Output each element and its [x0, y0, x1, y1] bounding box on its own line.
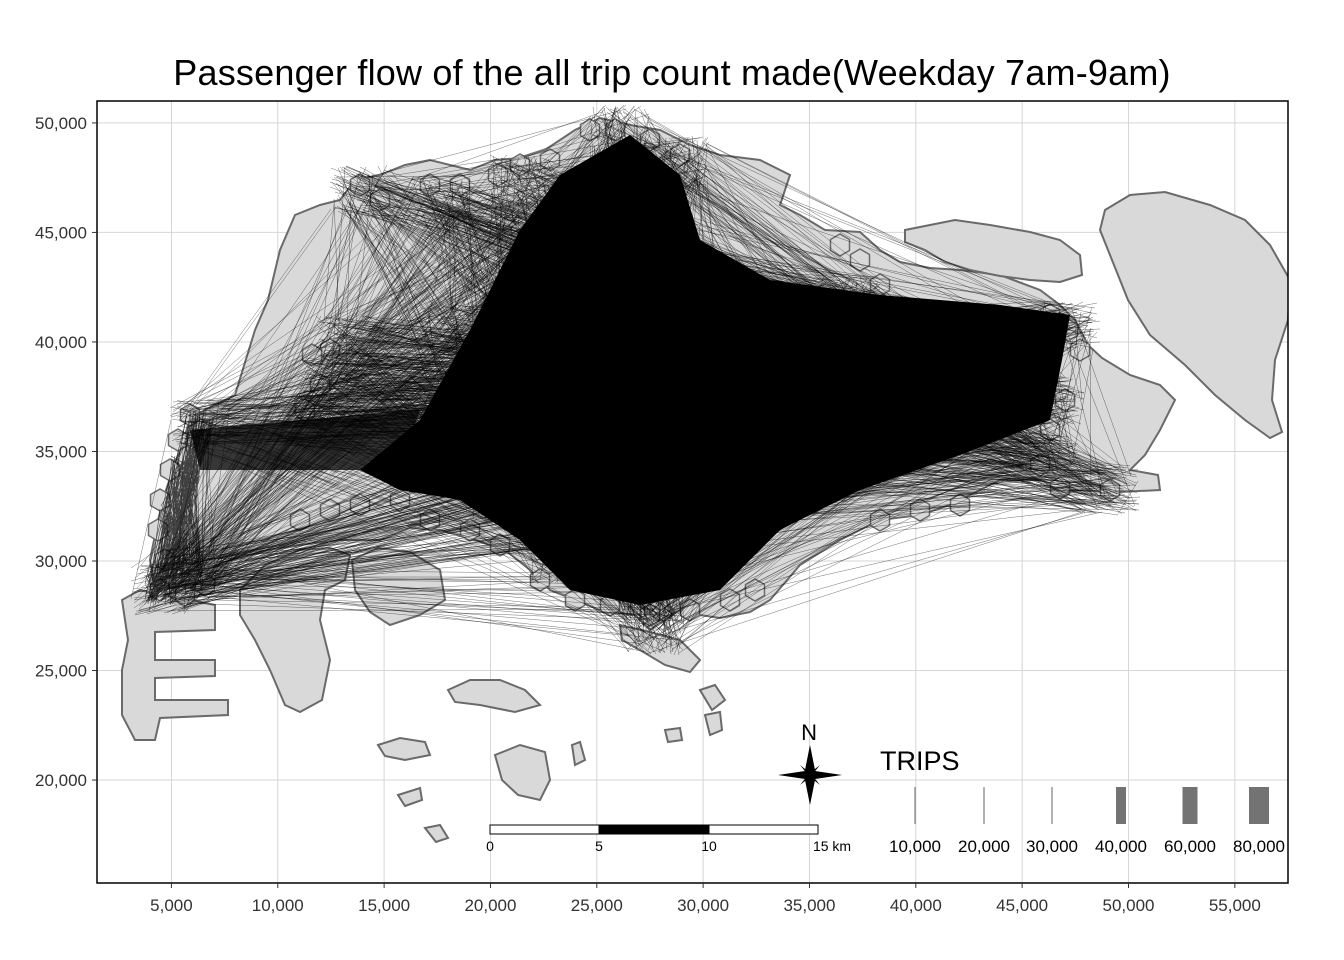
legend-label-4: 60,000: [1164, 837, 1216, 856]
legend-title: TRIPS: [880, 746, 960, 776]
hexagon-cell-29: [1069, 338, 1091, 362]
hexagon-cell-48: [744, 578, 766, 602]
hexagon-cell-24: [829, 233, 851, 257]
north-arrow: N: [778, 720, 842, 805]
legend-label-2: 30,000: [1026, 837, 1078, 856]
y-tick-label-6: 50,000: [35, 114, 87, 133]
island-southern-9: [663, 726, 684, 744]
scale-segment-1: [489, 824, 600, 835]
hexagon-cell-5: [167, 428, 189, 452]
x-tick-label-10: 55,000: [1209, 896, 1261, 915]
west-arrow-needle: [778, 771, 810, 779]
island-southern-5: [423, 823, 450, 844]
panel-border: [96, 100, 1289, 884]
north-arrow-needle: [805, 745, 815, 775]
x-tick-label-3: 20,000: [464, 896, 516, 915]
scale-segment-2: [598, 824, 710, 835]
x-tick-label-5: 30,000: [677, 896, 729, 915]
x-tick-label-6: 35,000: [783, 896, 835, 915]
x-tick-label-9: 50,000: [1102, 896, 1154, 915]
scale-label-0: 0: [486, 838, 494, 854]
y-tick-label-0: 20,000: [35, 771, 87, 790]
flow-line-west: [144, 409, 216, 606]
island-southern-4: [396, 786, 424, 808]
flow-lines: [130, 104, 1141, 656]
island-southern-7: [698, 683, 727, 712]
north-arrow-star: [800, 765, 820, 785]
x-tick-label-1: 10,000: [252, 896, 304, 915]
y-tick-label-5: 45,000: [35, 223, 87, 242]
y-tick-label-1: 25,000: [35, 662, 87, 681]
scale-label-5: 5: [595, 838, 603, 854]
island-tekong: [1098, 190, 1288, 440]
flow-dense-core: [360, 135, 1070, 605]
axes: 5,000 10,000 15,000 20,000 25,000 30,000 35,00…: [35, 114, 1261, 915]
legend-swatch-0: [914, 787, 916, 824]
flow-west-corridor: [190, 410, 420, 470]
scale-bar: 0 5 10 15 km: [486, 824, 851, 854]
island-southern-6: [570, 740, 587, 767]
scale-label-10: 10: [701, 838, 717, 854]
y-tick-label-2: 30,000: [35, 552, 87, 571]
south-arrow-needle: [805, 775, 815, 805]
island-southern-3: [376, 736, 432, 762]
x-tick-label-8: 45,000: [996, 896, 1048, 915]
legend-swatch-2: [1051, 787, 1053, 824]
island-southern-2: [493, 743, 552, 802]
legend-swatch-4: [1182, 787, 1198, 824]
x-tick-label-7: 40,000: [890, 896, 942, 915]
x-tick-label-2: 15,000: [358, 896, 410, 915]
map-title: Passenger flow of the all trip count mad…: [173, 52, 1171, 93]
north-label: N: [801, 720, 817, 745]
legend-label-1: 20,000: [958, 837, 1010, 856]
island-jurong: [239, 546, 352, 714]
legend-swatch-3: [1116, 787, 1126, 824]
x-tick-label-4: 25,000: [571, 896, 623, 915]
scale-label-15: 15 km: [813, 838, 851, 854]
legend-swatch-1: [983, 787, 985, 824]
legend-label-5: 80,000: [1233, 837, 1285, 856]
legend-label-3: 40,000: [1095, 837, 1147, 856]
y-tick-label-4: 40,000: [35, 333, 87, 352]
east-arrow-needle: [810, 771, 842, 779]
y-tick-label-3: 35,000: [35, 442, 87, 461]
legend: TRIPS 10,000 20,000 30,000 40,000 60,000 80,0…: [880, 746, 1285, 856]
scale-segment-3: [708, 824, 819, 835]
island-southern-1: [446, 679, 542, 714]
legend-swatch-5: [1249, 787, 1269, 824]
x-tick-label-0: 5,000: [150, 896, 193, 915]
tuas-reclamation: [120, 588, 229, 741]
legend-label-0: 10,000: [889, 837, 941, 856]
island-southern-8: [703, 710, 724, 737]
